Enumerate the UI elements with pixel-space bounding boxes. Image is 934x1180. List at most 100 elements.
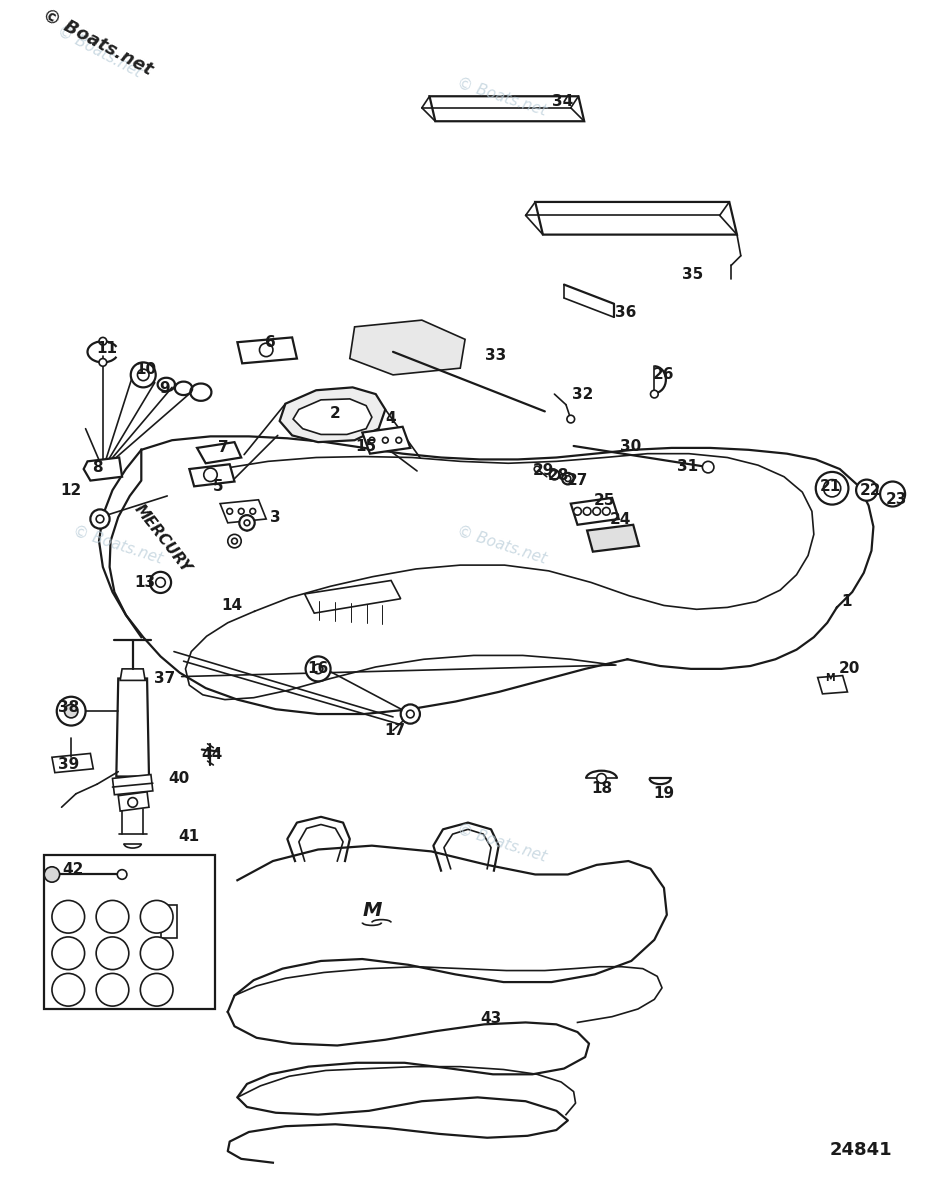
Circle shape — [597, 774, 606, 784]
Text: © Boats.net: © Boats.net — [456, 523, 549, 566]
Text: 22: 22 — [860, 483, 882, 498]
Circle shape — [534, 466, 540, 472]
Polygon shape — [293, 399, 372, 434]
Text: 7: 7 — [218, 440, 228, 455]
Circle shape — [150, 572, 171, 594]
Text: 37: 37 — [154, 671, 175, 686]
Polygon shape — [304, 581, 401, 614]
Circle shape — [232, 538, 237, 544]
Polygon shape — [279, 387, 386, 442]
Polygon shape — [84, 458, 122, 480]
Text: 13: 13 — [134, 575, 156, 590]
Text: © Boats.net: © Boats.net — [456, 821, 549, 864]
Text: 30: 30 — [619, 439, 641, 454]
Text: 26: 26 — [653, 367, 674, 382]
Text: 8: 8 — [92, 460, 103, 474]
Circle shape — [239, 516, 255, 531]
Text: 20: 20 — [839, 661, 860, 676]
Text: 35: 35 — [682, 267, 703, 282]
Circle shape — [204, 468, 218, 481]
Circle shape — [401, 704, 420, 723]
Circle shape — [52, 937, 85, 970]
Text: M: M — [826, 674, 835, 683]
Text: 33: 33 — [485, 348, 506, 363]
Text: 4: 4 — [386, 411, 396, 426]
Text: 41: 41 — [177, 828, 199, 844]
Text: 39: 39 — [58, 758, 78, 773]
Polygon shape — [817, 676, 847, 694]
Circle shape — [573, 507, 581, 516]
Text: 6: 6 — [264, 335, 276, 349]
Text: 14: 14 — [221, 598, 242, 612]
Polygon shape — [430, 97, 584, 122]
Polygon shape — [350, 320, 465, 375]
Circle shape — [702, 461, 714, 473]
Text: 28: 28 — [547, 468, 569, 484]
Text: 40: 40 — [168, 771, 190, 786]
Circle shape — [227, 509, 233, 514]
Text: 29: 29 — [533, 464, 555, 478]
Circle shape — [583, 507, 591, 516]
Circle shape — [369, 438, 375, 444]
Circle shape — [91, 510, 109, 529]
Circle shape — [156, 577, 165, 588]
Text: 23: 23 — [885, 492, 907, 507]
Circle shape — [52, 974, 85, 1007]
Text: 25: 25 — [594, 493, 616, 509]
Text: 36: 36 — [615, 304, 636, 320]
Text: 1: 1 — [842, 594, 852, 609]
Polygon shape — [52, 753, 93, 773]
Circle shape — [244, 520, 250, 526]
Text: 10: 10 — [135, 361, 157, 376]
Polygon shape — [237, 337, 297, 363]
Text: 19: 19 — [654, 786, 674, 801]
Polygon shape — [120, 669, 145, 681]
Circle shape — [828, 485, 836, 492]
Circle shape — [567, 415, 574, 422]
Polygon shape — [112, 774, 153, 795]
Circle shape — [650, 391, 658, 398]
Circle shape — [131, 362, 156, 387]
Polygon shape — [117, 678, 149, 776]
Text: 34: 34 — [552, 93, 573, 109]
Circle shape — [140, 900, 173, 933]
Polygon shape — [197, 442, 241, 464]
Text: 38: 38 — [58, 700, 78, 715]
Circle shape — [99, 359, 106, 366]
Circle shape — [57, 696, 86, 726]
Circle shape — [562, 473, 573, 485]
Circle shape — [140, 937, 173, 970]
Text: 43: 43 — [480, 1011, 502, 1027]
Circle shape — [549, 470, 559, 479]
Circle shape — [228, 535, 241, 548]
Text: MERCURY: MERCURY — [132, 502, 194, 576]
Circle shape — [137, 369, 149, 381]
Circle shape — [99, 337, 106, 345]
Circle shape — [396, 438, 402, 444]
Text: 24: 24 — [610, 512, 631, 527]
Circle shape — [96, 937, 129, 970]
Polygon shape — [220, 500, 266, 523]
Circle shape — [140, 974, 173, 1007]
Circle shape — [593, 507, 601, 516]
Text: © Boats.net: © Boats.net — [456, 76, 549, 118]
Text: © Boats.net: © Boats.net — [71, 523, 164, 566]
Text: © Boats.net: © Boats.net — [55, 24, 144, 80]
Circle shape — [64, 704, 78, 717]
Text: 27: 27 — [567, 473, 588, 489]
Circle shape — [313, 664, 323, 674]
Polygon shape — [119, 792, 149, 811]
Text: 12: 12 — [61, 483, 82, 498]
Circle shape — [880, 481, 905, 506]
Polygon shape — [190, 464, 234, 486]
Circle shape — [96, 900, 129, 933]
Circle shape — [406, 710, 414, 717]
Text: 17: 17 — [385, 723, 405, 738]
Polygon shape — [535, 202, 737, 235]
Text: 24841: 24841 — [830, 1141, 893, 1159]
Polygon shape — [587, 525, 639, 552]
Circle shape — [250, 509, 256, 514]
Text: 11: 11 — [96, 341, 117, 356]
Text: 31: 31 — [677, 459, 699, 473]
Circle shape — [565, 476, 571, 481]
